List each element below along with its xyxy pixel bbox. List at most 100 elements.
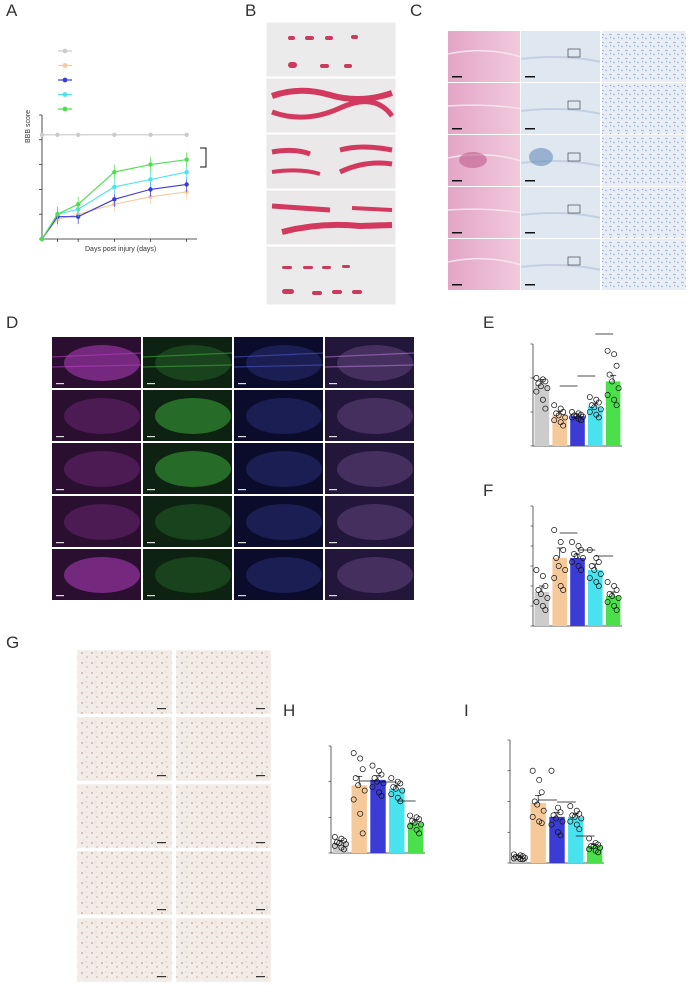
bbb-point	[148, 132, 153, 138]
gfap-point	[533, 599, 540, 605]
if-signal	[64, 451, 140, 487]
scale-bar	[525, 76, 535, 78]
il6-point	[510, 855, 517, 862]
nf200-point	[586, 394, 593, 400]
scale-bar	[452, 128, 462, 130]
if-signal	[64, 557, 140, 593]
gfap-point	[613, 607, 620, 613]
bbb-ylabel: BBB score	[25, 110, 32, 143]
nf200-point	[537, 383, 544, 390]
if-signal	[155, 504, 231, 540]
if-image	[325, 390, 414, 441]
scale-bar	[238, 542, 246, 544]
scale-bar	[238, 383, 246, 385]
scale-bar	[238, 436, 246, 438]
bbb-point	[184, 169, 189, 175]
nf200-point	[551, 417, 558, 424]
if-fiber	[142, 352, 233, 368]
if-image	[234, 337, 323, 388]
il1b-point	[359, 830, 366, 837]
bbb-point	[112, 132, 117, 138]
gfap-point	[537, 591, 544, 597]
if-signal	[246, 451, 322, 487]
nf200-point	[539, 396, 546, 403]
if-signal	[64, 504, 140, 540]
scale-bar	[329, 542, 337, 544]
bbb-point	[148, 177, 153, 182]
gross-spinal-cord-photos	[265, 21, 397, 306]
nf200-point	[544, 385, 551, 392]
nf200-point	[609, 378, 616, 385]
immunofluorescence-panel	[51, 337, 415, 600]
gfap-bar	[552, 558, 567, 626]
if-signal	[337, 345, 413, 381]
il1b-point	[380, 780, 387, 787]
il6-point	[567, 803, 574, 810]
bbb-point	[148, 187, 153, 192]
bbb-legend-marker	[62, 48, 68, 54]
il1b-point	[388, 775, 395, 782]
if-signal	[155, 398, 231, 434]
scale-bar	[147, 383, 155, 385]
il1b-point	[376, 768, 382, 774]
he-image	[448, 187, 520, 238]
nf200-point	[542, 378, 549, 385]
if-image	[325, 443, 414, 494]
il6-point	[555, 804, 561, 811]
scale-bar	[157, 775, 166, 777]
gfap-bar-chart	[530, 505, 622, 627]
nf200-point	[611, 396, 618, 403]
he-image	[448, 239, 520, 290]
il6-point	[588, 843, 595, 850]
gross-row-sci-gel-ngf	[265, 189, 397, 246]
if-signal	[246, 504, 322, 540]
if-image	[234, 443, 323, 494]
nissl-tissue-boundary	[520, 56, 601, 63]
nf200-bar	[588, 406, 603, 446]
nf200-point	[542, 405, 549, 412]
scale-bar	[147, 542, 155, 544]
gfap-point	[539, 573, 546, 579]
il1b-point	[369, 762, 376, 769]
il1b-point	[392, 785, 399, 792]
il6-point	[557, 832, 564, 839]
scale-bar	[238, 595, 246, 597]
il6-bar-chart	[507, 739, 604, 864]
gross-row-sci	[265, 77, 397, 134]
il6-bar	[530, 803, 546, 863]
bbb-point	[112, 169, 117, 175]
bbb-legend-marker	[62, 63, 68, 68]
nissl-tissue-boundary	[520, 212, 601, 219]
if-fiber	[324, 352, 415, 368]
bbb-point	[184, 132, 189, 138]
ihc-image	[175, 716, 272, 782]
il1b-point	[340, 837, 347, 844]
gross-row-sci-gel-ngf-cemn	[265, 245, 397, 306]
if-image	[325, 337, 414, 388]
il6-point	[573, 821, 580, 828]
bbb-series-line	[41, 159, 187, 240]
if-image	[234, 390, 323, 441]
il1b-point	[355, 782, 362, 789]
ihc-image	[175, 850, 272, 916]
scale-bar	[157, 976, 166, 978]
il1b-point	[407, 812, 414, 819]
scale-bar	[329, 383, 337, 385]
il1b-point	[378, 792, 385, 799]
scale-bar	[147, 489, 155, 491]
il1b-point	[331, 834, 338, 840]
il6-point	[540, 807, 547, 814]
gross-row-sci-gel	[265, 133, 397, 190]
il1b-point	[388, 791, 395, 798]
bbb-xlabel: Days post injury (days)	[85, 246, 156, 253]
il1b-bar-chart	[328, 745, 425, 854]
il1b-point	[397, 780, 404, 787]
il1b-point	[361, 787, 368, 794]
il1b-bar	[351, 785, 367, 853]
nf200-point	[591, 404, 598, 411]
if-fiber	[233, 352, 324, 368]
if-signal	[155, 451, 231, 487]
scale-bar	[525, 232, 535, 234]
if-signal	[337, 557, 413, 593]
